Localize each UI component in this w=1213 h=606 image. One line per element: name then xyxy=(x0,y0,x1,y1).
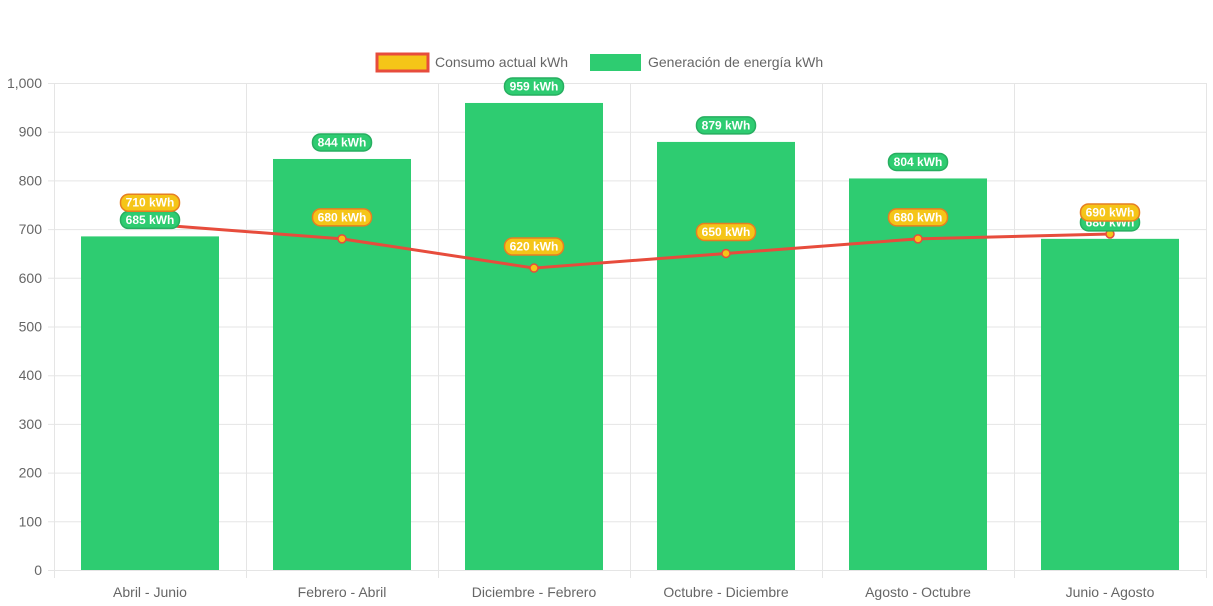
bar-data-label-text: 879 kWh xyxy=(702,118,751,132)
bar-data-label: 804 kWh xyxy=(887,152,949,172)
line-data-label-text: 680 kWh xyxy=(318,210,367,224)
bar[interactable] xyxy=(657,141,795,570)
bar-data-label: 685 kWh xyxy=(119,210,181,230)
y-tick-label: 1,000 xyxy=(7,75,42,91)
x-tick-label: Agosto - Octubre xyxy=(865,584,971,600)
y-tick-label: 800 xyxy=(19,172,43,188)
chart-legend[interactable]: Consumo actual kWh Generación de energía… xyxy=(375,52,823,73)
line-data-label-background xyxy=(503,237,565,256)
legend-label-consumo: Consumo actual kWh xyxy=(435,54,568,70)
line-data-label-text: 710 kWh xyxy=(126,196,175,210)
bar-data-label-text: 804 kWh xyxy=(894,155,943,169)
line-data-label: 680 kWh xyxy=(887,208,949,227)
line-data-label: 680 kWh xyxy=(311,208,373,227)
line-data-label: 690 kWh xyxy=(1079,203,1141,222)
line-point[interactable] xyxy=(337,234,347,244)
bar-data-label: 879 kWh xyxy=(695,116,757,135)
legend-swatch-consumo xyxy=(375,52,430,73)
line-data-label-background xyxy=(119,193,181,212)
x-tick-label: Junio - Agosto xyxy=(1066,584,1155,600)
bar[interactable] xyxy=(1041,238,1179,570)
line-data-label-background xyxy=(311,208,373,227)
line-data-label: 650 kWh xyxy=(695,222,757,242)
grid-layer xyxy=(48,83,1207,578)
line-data-label: 710 kWh xyxy=(119,193,181,212)
y-axis-ticks: 0 100 200 300 400 500 600 700 800 900 1,000 xyxy=(7,75,42,578)
bar-data-label-background xyxy=(695,116,757,135)
bar-data-label-background xyxy=(503,77,565,96)
legend-swatch-generacion xyxy=(590,54,641,71)
y-tick-label: 200 xyxy=(19,465,43,481)
line-point[interactable] xyxy=(721,248,731,259)
x-axis-ticks: Abril - Junio Febrero - Abril Diciembre - … xyxy=(113,584,1155,600)
line-data-label-text: 680 kWh xyxy=(894,210,943,224)
y-tick-label: 0 xyxy=(34,562,42,578)
y-tick-label: 600 xyxy=(19,270,43,286)
line-point[interactable] xyxy=(529,263,539,273)
x-tick-label: Octubre - Diciembre xyxy=(663,584,788,600)
bar-data-label: 844 kWh xyxy=(311,133,373,152)
data-labels: 685 kWh 844 kWh 959 kWh 879 kWh 804 kWh 680 k… xyxy=(119,77,1141,256)
x-tick-label: Abril - Junio xyxy=(113,584,187,600)
y-tick-label: 700 xyxy=(19,221,43,237)
line-data-label-text: 690 kWh xyxy=(1086,205,1135,219)
x-tick-label: Febrero - Abril xyxy=(298,584,387,600)
bar-data-label-text: 959 kWh xyxy=(510,79,559,93)
line-data-label-background xyxy=(887,208,949,227)
bar[interactable] xyxy=(273,158,411,571)
y-tick-label: 900 xyxy=(19,124,43,140)
bar-data-label-text: 844 kWh xyxy=(318,135,367,149)
y-tick-label: 100 xyxy=(19,513,43,529)
x-tick-label: Diciembre - Febrero xyxy=(472,584,597,600)
line-data-label: 620 kWh xyxy=(503,237,565,256)
bar[interactable] xyxy=(81,236,219,570)
bar-data-label-text: 685 kWh xyxy=(126,213,175,227)
line-point[interactable] xyxy=(913,234,923,244)
bar-data-label-background xyxy=(887,152,949,172)
y-tick-label: 500 xyxy=(19,319,43,335)
line-data-label-text: 620 kWh xyxy=(510,240,559,254)
line-data-label-text: 650 kWh xyxy=(702,225,751,239)
bar-data-label-background xyxy=(311,133,373,152)
line-data-label-background xyxy=(1079,203,1141,222)
legend-label-generacion: Generación de energía kWh xyxy=(648,54,823,70)
line-data-label-background xyxy=(695,222,757,242)
y-tick-label: 400 xyxy=(19,367,43,383)
consumption-line xyxy=(149,222,1111,270)
bar-data-label: 959 kWh xyxy=(503,77,565,96)
y-tick-label: 300 xyxy=(19,416,43,432)
bar[interactable] xyxy=(465,102,603,570)
